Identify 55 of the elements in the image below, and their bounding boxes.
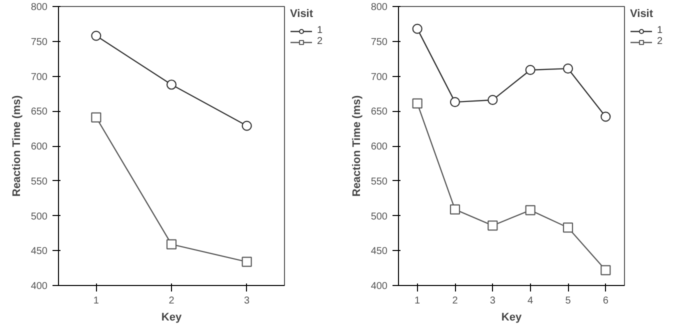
y-tick-label: 550: [30, 176, 48, 188]
point: [562, 222, 574, 233]
point: [450, 204, 460, 215]
y-axis-title: Reaction Time (ms): [10, 95, 23, 197]
y-tick-label: 550: [370, 176, 388, 188]
legend-label: 1: [657, 25, 664, 36]
y-tick-label: 450: [370, 246, 388, 258]
point: [488, 94, 498, 106]
legend-title: Visit: [630, 8, 654, 20]
x-tick-label: 5: [565, 296, 572, 306]
y-tick-label: 400: [30, 281, 48, 292]
y-tick-label: 450: [30, 246, 48, 258]
point: [600, 112, 611, 122]
y-axis-title: Reaction Time (ms): [350, 95, 363, 197]
x-axis-title: Key: [161, 312, 182, 324]
x-tick-label: 3: [244, 296, 250, 306]
legend-label: 1: [317, 25, 324, 36]
y-tick-label: 600: [370, 142, 388, 152]
point: [525, 64, 536, 76]
point: [600, 265, 611, 276]
x-tick-label: 2: [168, 296, 175, 306]
y-tick-label: 650: [370, 106, 388, 118]
y-tick-label: 700: [370, 72, 388, 83]
legend-label: 2: [317, 36, 324, 47]
legend-label: 2: [657, 36, 664, 47]
point: [91, 30, 102, 41]
point: [166, 80, 177, 90]
legend-title: Visit: [290, 8, 314, 20]
x-tick-label: 4: [528, 296, 534, 306]
point: [525, 205, 536, 216]
point: [488, 220, 498, 231]
y-tick-label: 800: [370, 2, 388, 13]
point: [412, 24, 422, 34]
y-tick-label: 500: [30, 211, 48, 222]
y-tick-label: 800: [30, 2, 48, 13]
y-tick-label: 700: [30, 72, 48, 83]
x-tick-label: 2: [452, 296, 458, 306]
point: [450, 97, 460, 108]
point: [166, 239, 177, 250]
x-tick-label: 1: [414, 296, 421, 306]
point: [562, 64, 574, 74]
y-tick-label: 500: [370, 211, 388, 222]
y-tick-label: 600: [30, 142, 48, 152]
point: [242, 256, 252, 267]
x-tick-label: 1: [93, 296, 100, 306]
point: [91, 112, 102, 122]
x-tick-label: 3: [490, 296, 496, 306]
y-tick-label: 400: [370, 281, 388, 292]
x-axis-title: Key: [501, 312, 522, 324]
x-tick-label: 6: [602, 296, 609, 306]
y-tick-label: 650: [30, 106, 48, 118]
point: [412, 98, 422, 108]
y-tick-label: 750: [370, 36, 388, 48]
point: [242, 120, 252, 131]
y-tick-label: 750: [30, 36, 48, 48]
